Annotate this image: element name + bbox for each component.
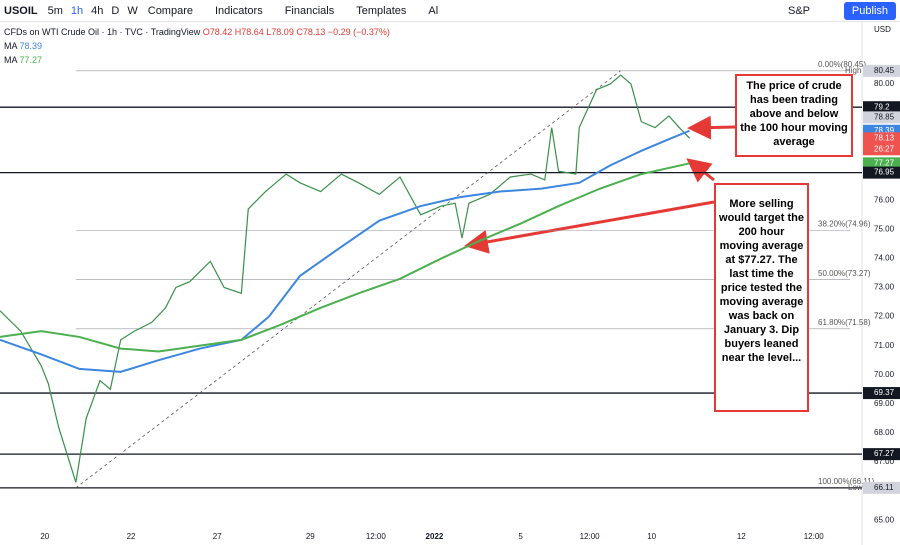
toolbar-button[interactable]: Indicators: [215, 4, 263, 17]
x-tick-label: 12:00: [580, 532, 601, 541]
y-tick-label: 72.00: [874, 312, 895, 321]
y-tick-label: 67.00: [874, 457, 895, 466]
fib-label: 50.00%(73.27): [818, 269, 871, 278]
price-label-box: [863, 101, 900, 114]
price-label: 79.2: [874, 102, 890, 111]
ohlc: O78.42 H78.64 L78.09 C78.13 −0.29 (−0.37…: [202, 27, 390, 37]
price-label-box: [863, 111, 900, 124]
series-line: [0, 74, 691, 483]
x-tick-label: 27: [213, 532, 222, 541]
ma-label: MA: [4, 55, 18, 65]
y-tick-label: 75.00: [874, 224, 895, 233]
x-tick-label: 12: [737, 532, 746, 541]
ma-row: MA 77.27: [4, 53, 390, 67]
price-label-box: [863, 481, 900, 494]
high-label: High: [845, 66, 861, 75]
toolbar-button[interactable]: Compare: [147, 4, 193, 17]
countdown: 26:27: [874, 144, 895, 153]
toolbar-button[interactable]: Al: [428, 4, 439, 17]
y-tick-label: 76.00: [874, 195, 895, 204]
trend-line: [75, 70, 621, 489]
toolbar-button[interactable]: Templates: [356, 4, 407, 17]
toolbar: USOIL 5m 1h 4h D W Compare Indicators Financial…: [0, 0, 900, 22]
arrow: [687, 115, 736, 140]
price-label: 78.13: [874, 133, 895, 142]
legend: CFDs on WTI Crude Oil · 1h · TVC · Tradi…: [4, 25, 390, 67]
y-tick-label: 80.00: [874, 79, 895, 88]
toolbar-button[interactable]: Financials: [284, 4, 335, 17]
countdown-box: [863, 143, 900, 156]
price-label: 69.37: [874, 388, 895, 397]
y-tick-label: 73.00: [874, 283, 895, 292]
index[interactable]: S&P: [787, 4, 810, 17]
annotation: More selling would target the 200 hour m…: [714, 183, 809, 412]
price-label-box: [863, 157, 900, 170]
annotation: The price of crude has been trading abov…: [735, 74, 853, 157]
interval[interactable]: 4h: [91, 4, 104, 17]
low-label: Low: [848, 483, 863, 492]
ma-label: MA: [4, 41, 18, 51]
price-label: 76.95: [874, 168, 895, 177]
ma-value: 77.27: [19, 55, 43, 65]
interval[interactable]: 5m: [47, 4, 63, 17]
price-label: 67.27: [874, 449, 895, 458]
fib-label: 0.00%(80.45): [818, 60, 866, 69]
price-label-box: [863, 132, 900, 145]
x-tick-label: 29: [306, 532, 315, 541]
legend-title-text: CFDs on WTI Crude Oil · 1h · TVC · Tradi…: [4, 27, 201, 37]
fib-label: 38.20%(74.96): [818, 220, 871, 229]
series-line: [0, 162, 690, 353]
x-tick-label: 20: [40, 532, 49, 541]
y-tick-label: 65.00: [874, 515, 895, 524]
arrow: [464, 200, 715, 254]
price-label: 66.11: [874, 483, 894, 492]
interval[interactable]: 1h: [70, 4, 84, 17]
arrow: [686, 158, 715, 183]
currency: USD: [874, 25, 891, 34]
x-tick-label: 5: [518, 532, 523, 541]
price-label: 78.39: [874, 126, 895, 135]
price-label-box: [863, 64, 900, 77]
ma-row: MA 78.39: [4, 39, 390, 53]
interval[interactable]: D: [111, 4, 120, 17]
x-tick-label: 12:00: [366, 532, 387, 541]
fib-label: 61.80%(71.58): [818, 318, 871, 327]
price-label: 80.45: [874, 66, 895, 75]
publish-button[interactable]: Publish: [843, 2, 896, 20]
x-tick-label: 12:00: [804, 532, 825, 541]
x-tick-label: 10: [647, 532, 656, 541]
price-label: 78.85: [874, 112, 895, 121]
x-tick-label: 2022: [426, 532, 444, 541]
y-tick-label: 69.00: [874, 399, 895, 408]
series-line: [0, 129, 690, 373]
interval[interactable]: W: [127, 4, 138, 17]
ma-value: 78.39: [19, 41, 43, 51]
legend-title: CFDs on WTI Crude Oil · 1h · TVC · Tradi…: [4, 25, 390, 39]
x-tick-label: 22: [127, 532, 136, 541]
price-label-box: [863, 166, 900, 179]
y-tick-label: 70.00: [874, 370, 895, 379]
fib-label: 100.00%(66.11): [818, 477, 875, 486]
y-tick-label: 68.00: [874, 428, 895, 437]
price-label-box: [863, 448, 900, 461]
price-label: 77.27: [874, 158, 895, 167]
price-label-box: [863, 387, 900, 400]
y-tick-label: 71.00: [874, 341, 895, 350]
y-tick-label: 74.00: [874, 254, 895, 263]
symbol[interactable]: USOIL: [4, 4, 38, 17]
